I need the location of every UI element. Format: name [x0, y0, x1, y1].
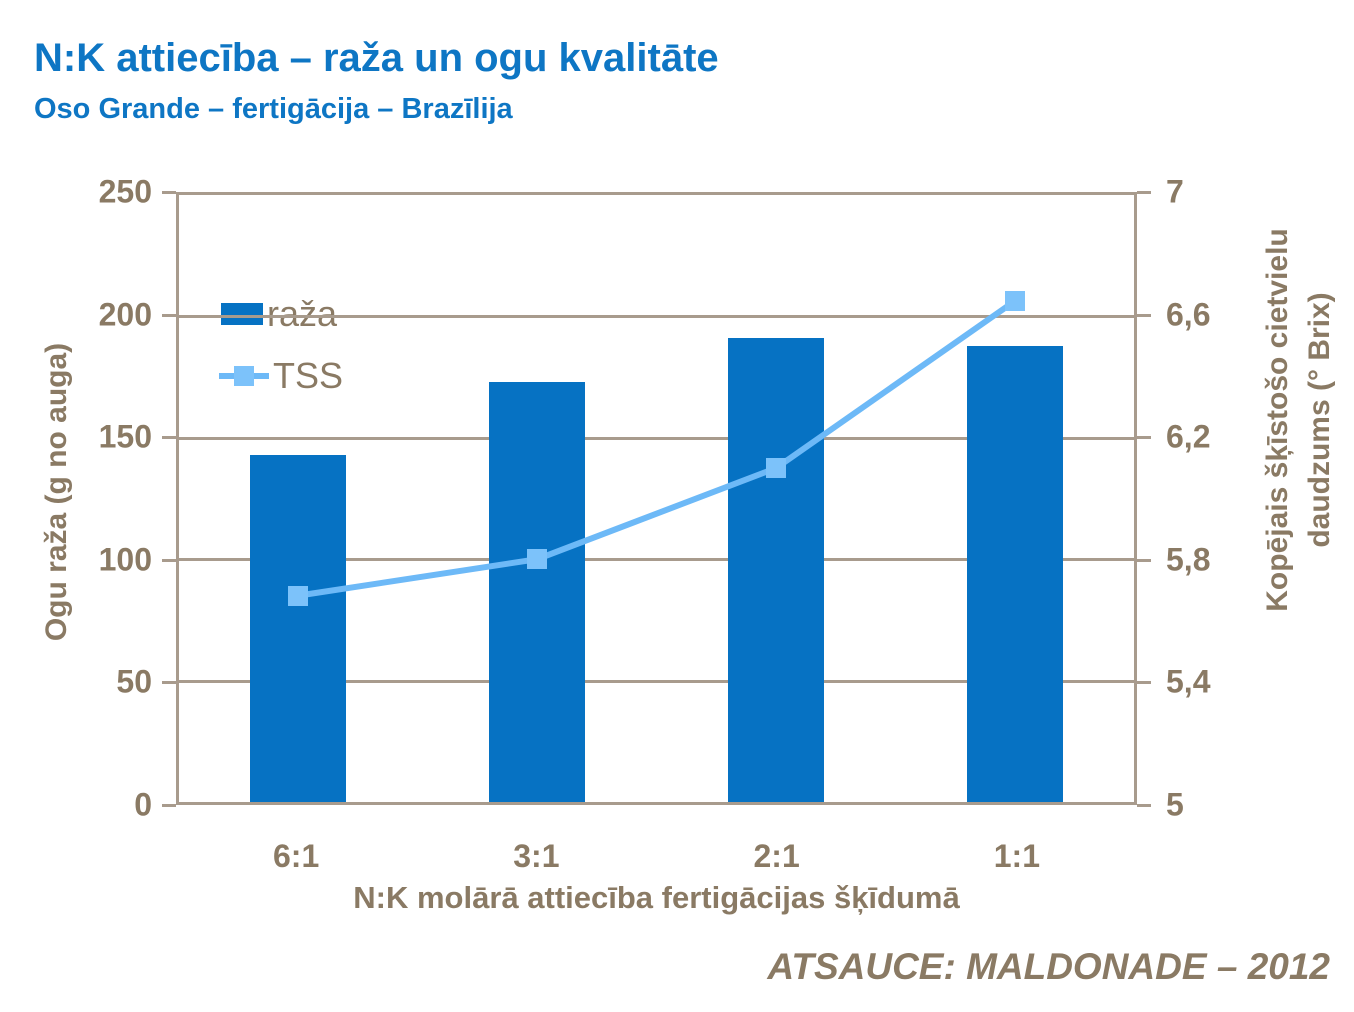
- tick-mark-left: [162, 436, 176, 440]
- x-axis-title: N:K molārā attiecība fertigācijas šķīdum…: [353, 880, 960, 915]
- chart-subtitle: Oso Grande – fertigācija – Brazīlija: [34, 93, 513, 125]
- x-axis-tick-label: 1:1: [993, 838, 1040, 874]
- tick-mark-left: [162, 191, 176, 194]
- y-axis-tick-label-left: 0: [134, 786, 152, 823]
- tick-mark-left: [162, 804, 176, 807]
- plot-area: raža TSS: [176, 192, 1137, 805]
- y-axis-tick-label-left: 100: [98, 541, 152, 578]
- tss-line: [179, 195, 1134, 802]
- tick-mark-left: [162, 681, 176, 685]
- tick-mark-right: [1137, 436, 1151, 440]
- source-caption: ATSAUCE: MALDONADE – 2012: [767, 946, 1330, 987]
- bar: [966, 345, 1063, 802]
- x-axis-tick-label: 2:1: [753, 838, 800, 874]
- y-axis-tick-label-right: 6,6: [1166, 296, 1211, 333]
- tick-mark-left: [162, 313, 176, 317]
- tss-marker: [288, 585, 309, 606]
- tick-mark-right: [1137, 313, 1151, 317]
- bar: [727, 338, 824, 802]
- y-axis-tick-label-right: 5,8: [1166, 541, 1211, 578]
- y-axis-tick-label-left: 150: [98, 418, 152, 455]
- legend-label-tss: TSS: [273, 355, 344, 396]
- y-axis-title-right: Kopējais šķīstošo cietvielu daudzums (° …: [1257, 228, 1341, 611]
- gridline: [179, 315, 1134, 319]
- tick-mark-right: [1137, 804, 1151, 807]
- y-axis-title-right-line1: Kopējais šķīstošo cietvielu: [1261, 228, 1294, 612]
- y-axis-tick-label-left: 200: [98, 296, 152, 333]
- chart-title: N:K attiecība – raža un ogu kvalitāte: [34, 36, 719, 80]
- legend-item-raza: raža: [217, 283, 343, 345]
- tick-mark-left: [162, 558, 176, 562]
- y-axis-tick-label-right: 6,2: [1166, 418, 1211, 455]
- gridline: [179, 436, 1134, 440]
- bar: [250, 454, 347, 802]
- y-axis-tick-label-right: 7: [1166, 173, 1184, 210]
- y-axis-tick-label-left: 50: [116, 663, 152, 700]
- legend: raža TSS: [217, 283, 343, 407]
- bar: [489, 381, 586, 802]
- gridline: [179, 558, 1134, 562]
- legend-item-tss: TSS: [217, 345, 343, 407]
- tick-mark-right: [1137, 681, 1151, 685]
- x-axis-tick-label: 3:1: [513, 838, 560, 874]
- tss-marker: [527, 549, 548, 570]
- y-axis-title-left: Ogu raža (g no auga): [40, 342, 73, 642]
- gridline: [179, 679, 1134, 683]
- x-axis-tick-label: 6:1: [273, 838, 320, 874]
- y-axis-title-right-line2: daudzums (° Brix): [1303, 292, 1336, 548]
- tss-marker: [765, 458, 786, 479]
- legend-swatch-raza: [221, 303, 263, 325]
- legend-line-tss: [219, 365, 269, 387]
- y-axis-tick-label-left: 250: [98, 173, 152, 210]
- tick-mark-right: [1137, 191, 1151, 194]
- y-axis-tick-label-right: 5,4: [1166, 663, 1211, 700]
- legend-label-raza: raža: [267, 293, 338, 334]
- y-axis-tick-label-right: 5: [1166, 786, 1184, 823]
- tss-marker: [1004, 291, 1025, 312]
- tick-mark-right: [1137, 558, 1151, 562]
- legend-marker-tss: [234, 366, 254, 386]
